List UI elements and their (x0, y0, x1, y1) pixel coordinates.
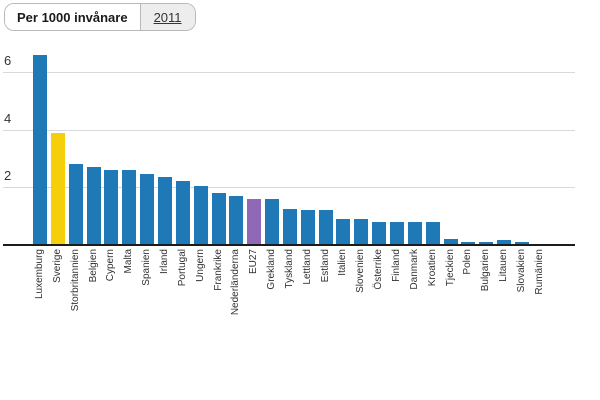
x-axis-label-nederländerna: Nederländerna (230, 249, 242, 316)
x-axis-label-italien: Italien (337, 249, 349, 276)
bar-slovenien[interactable] (354, 218, 369, 245)
bar-estland[interactable] (318, 210, 333, 245)
tab-year-2011[interactable]: 2011 (139, 4, 195, 30)
x-axis-label-litauen: Litauen (498, 249, 510, 282)
bar-cypern[interactable] (104, 169, 119, 245)
x-axis-label-ungern: Ungern (194, 249, 206, 282)
bar-eu27[interactable] (247, 198, 262, 245)
x-axis-label-grekland: Grekland (266, 249, 278, 290)
x-axis-label-tyskland: Tyskland (283, 249, 295, 289)
x-axis-label-belgien: Belgien (87, 249, 99, 283)
x-axis-label-slovakien: Slovakien (515, 249, 527, 293)
gridline-y-6 (3, 72, 575, 74)
tab-metric-per-1000[interactable]: Per 1000 invånare (5, 4, 140, 30)
x-axis-label-luxemburg: Luxemburg (34, 249, 45, 300)
x-axis-label-irland: Irland (158, 249, 170, 275)
y-axis-tick-label-6: 6 (4, 53, 12, 69)
bar-portugal[interactable] (175, 181, 190, 245)
bar-tjeckien[interactable] (443, 238, 458, 245)
bar-storbritannien[interactable] (68, 164, 83, 245)
bar-malta[interactable] (122, 169, 137, 245)
x-axis-label-spanien: Spanien (141, 249, 153, 286)
bar-lettland[interactable] (300, 210, 315, 245)
bar-kroatien[interactable] (425, 221, 440, 245)
bar-irland[interactable] (157, 177, 172, 245)
x-axis-label-portugal: Portugal (176, 249, 188, 287)
x-axis-label-storbritannien: Storbritannien (69, 249, 81, 312)
x-axis-line (3, 243, 575, 246)
bar-danmark[interactable] (407, 221, 422, 245)
bar-polen[interactable] (461, 241, 476, 245)
bar-österrike[interactable] (372, 221, 387, 245)
bar-grekland[interactable] (265, 198, 280, 245)
metric-year-tab-group: Per 1000 invånare 2011 (4, 3, 196, 31)
x-axis-label-frankrike: Frankrike (212, 249, 224, 291)
bar-spanien[interactable] (140, 174, 155, 245)
x-axis-label-bulgarien: Bulgarien (480, 249, 492, 292)
x-axis-label-kroatien: Kroatien (426, 249, 438, 287)
bar-nederländerna[interactable] (229, 195, 244, 245)
bar-finland[interactable] (390, 221, 404, 245)
gridline-y-4 (3, 129, 575, 131)
x-axis-label-slovenien: Slovenien (355, 249, 367, 293)
x-axis-label-lettland: Lettland (301, 249, 313, 285)
x-axis-label-malta: Malta (123, 249, 135, 274)
bar-litauen[interactable] (497, 240, 512, 245)
bar-slovakien[interactable] (514, 241, 529, 245)
bar-bulgarien[interactable] (479, 241, 494, 245)
y-axis-tick-label-4: 4 (4, 110, 12, 126)
x-axis-label-österrike: Österrike (373, 249, 385, 290)
y-axis-tick-label-2: 2 (4, 168, 12, 184)
x-axis-label-sverige: Sverige (51, 249, 63, 283)
x-axis-label-danmark: Danmark (408, 249, 420, 290)
bar-sverige[interactable] (50, 132, 65, 245)
x-axis-label-eu27: EU27 (248, 249, 260, 275)
x-axis-label-finland: Finland (391, 249, 402, 282)
x-axis-label-tjeckien: Tjeckien (444, 249, 456, 287)
bar-tyskland[interactable] (282, 208, 297, 245)
x-axis-label-estland: Estland (319, 249, 331, 283)
x-axis-label-rumänien: Rumänien (533, 249, 545, 295)
bar-ungern[interactable] (193, 185, 208, 245)
gridline-y-2 (3, 187, 575, 189)
bar-belgien[interactable] (86, 167, 101, 245)
bar-italien[interactable] (336, 218, 351, 245)
bar-frankrike[interactable] (211, 192, 226, 245)
bar-luxemburg[interactable] (33, 55, 47, 245)
x-axis-label-cypern: Cypern (105, 249, 117, 282)
x-axis-label-polen: Polen (462, 249, 474, 275)
